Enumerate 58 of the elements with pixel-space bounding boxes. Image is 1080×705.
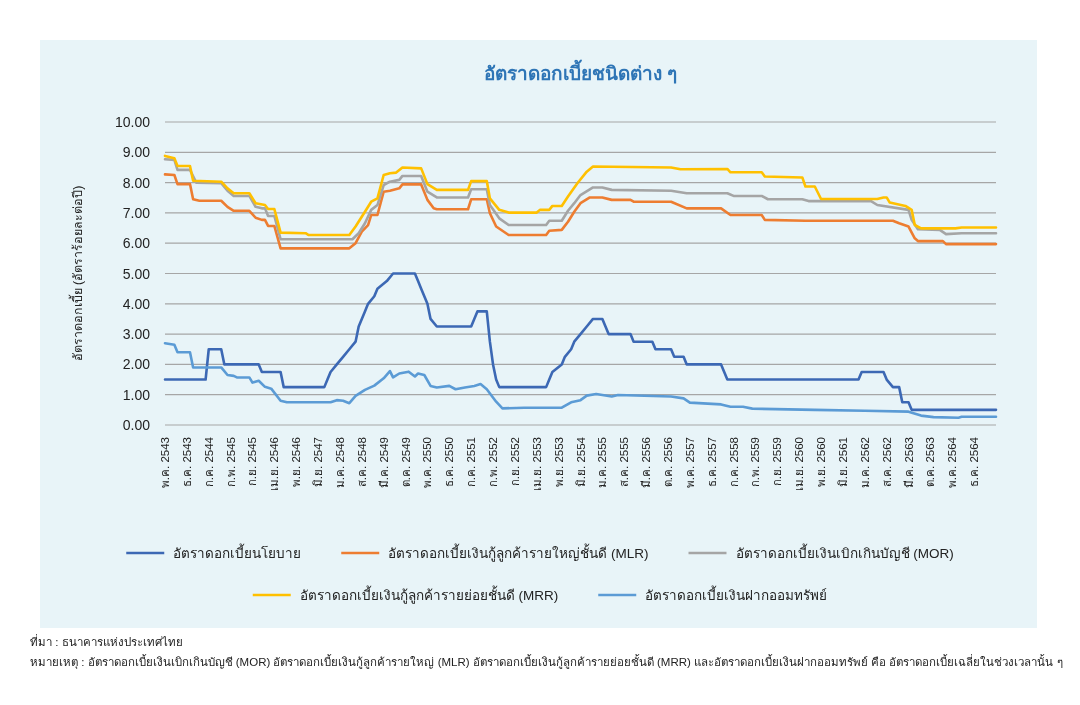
x-tick-label: ก.ย. 2545 [246, 437, 259, 487]
x-tick-label: พ.ย. 2546 [290, 437, 303, 488]
legend-label: อัตราดอกเบี้ยเงินเบิกเกินบัญชี (MOR) [735, 543, 954, 561]
x-tick-label: ม.ค. 2562 [858, 437, 871, 489]
x-tick-label: ก.พ. 2559 [749, 437, 762, 488]
x-tick-label: ส.ค. 2548 [355, 437, 368, 488]
y-tick-label: 5.00 [122, 265, 151, 282]
x-tick-label: พ.ค. 2550 [421, 437, 434, 489]
y-tick-label: 4.00 [122, 295, 151, 312]
y-axis-title: อัตราดอกเบี้ย (อัตราร้อยละต่อปี) [68, 185, 85, 362]
legend-label: อัตราดอกเบี้ยเงินกู้ลูกค้ารายใหญ่ชั้นดี (MLR) [388, 543, 649, 562]
x-tick-label: พ.ย. 2553 [552, 437, 565, 488]
x-tick-label: ม.ค. 2555 [596, 437, 609, 489]
x-tick-label: มี.ค. 2549 [377, 437, 390, 489]
x-tick-label: มี.ค. 2563 [902, 437, 915, 489]
x-tick-label: ก.พ. 2552 [487, 437, 500, 488]
x-tick-label: ม.ค. 2548 [333, 437, 346, 489]
x-tick-label: ก.ค. 2544 [202, 436, 215, 488]
y-tick-label: 9.00 [122, 144, 151, 161]
y-tick-label: 0.00 [122, 417, 151, 433]
y-tick-label: 1.00 [122, 386, 151, 403]
x-tick-label: เม.ย. 2560 [793, 437, 806, 492]
x-tick-label: พ.ค. 2557 [683, 437, 696, 489]
x-tick-label: ต.ค. 2563 [924, 437, 937, 488]
x-tick-label: เม.ย. 2553 [530, 437, 543, 492]
text: ที่มา : ธนาคารแห่งประเทศไทย [30, 634, 183, 648]
x-tick-label: ธ.ค. 2557 [705, 437, 718, 488]
y-tick-label: 2.00 [122, 356, 151, 373]
x-tick-label: ต.ค. 2549 [399, 437, 412, 488]
x-tick-label: ก.ค. 2558 [727, 437, 740, 488]
x-tick-label: ก.ค. 2551 [465, 437, 478, 488]
legend-label: อัตราดอกเบี้ยเงินฝากออมทรัพย์ [645, 585, 828, 603]
x-tick-label: ส.ค. 2555 [618, 437, 631, 488]
x-tick-label: มิ.ย. 2554 [574, 436, 587, 488]
x-tick-label: ก.ย. 2559 [771, 437, 784, 487]
chart-title: อัตราดอกเบี้ยชนิดต่าง ๆ [483, 59, 678, 84]
text: หมายเหตุ : อัตราดอกเบี้ยเงินเบิกเกินบัญชี (MOR) อัตราดอกเบี้ยเงินกู้ลูกค้ารายใหญ่ (MLR) อัตราดอกเบี้ยเงินกู้ลูกค้ารายย่อยชั้นดี (MRR) และอัตราดอกเบี้ยเงินฝากออมทรัพย์ คือ อัตราดอกเบี้ยเฉลี่ยในช่วงเวลานั้น ๆ [30, 654, 1063, 669]
x-tick-label: พ.ค. 2564 [946, 436, 959, 489]
x-tick-label: พ.ค. 2543 [159, 437, 171, 489]
x-tick-label: พ.ย. 2560 [815, 437, 828, 488]
x-tick-label: ธ.ค. 2550 [443, 437, 456, 488]
y-tick-label: 7.00 [122, 204, 151, 221]
legend-label: อัตราดอกเบี้ยเงินกู้ลูกค้ารายย่อยชั้นดี (MRR) [299, 585, 559, 604]
x-tick-label: มิ.ย. 2547 [312, 437, 325, 488]
x-tick-label: ธ.ค. 2564 [968, 436, 981, 488]
y-tick-label: 6.00 [122, 235, 151, 252]
x-tick-label: มิ.ย. 2561 [836, 437, 849, 488]
y-tick-label: 8.00 [122, 174, 151, 191]
legend-label: อัตราดอกเบี้ยนโยบาย [173, 543, 302, 561]
x-tick-label: ต.ค. 2556 [661, 437, 674, 488]
x-tick-label: เม.ย. 2546 [268, 437, 281, 492]
y-tick-label: 10.00 [114, 114, 151, 130]
x-tick-label: ส.ค. 2562 [880, 437, 893, 488]
x-tick-label: ก.ย. 2552 [508, 437, 521, 487]
x-tick-label: ก.พ. 2545 [224, 437, 237, 488]
x-tick-label: มี.ค. 2556 [640, 437, 653, 489]
x-tick-label: ธ.ค. 2543 [180, 437, 193, 488]
y-tick-label: 3.00 [122, 326, 151, 343]
